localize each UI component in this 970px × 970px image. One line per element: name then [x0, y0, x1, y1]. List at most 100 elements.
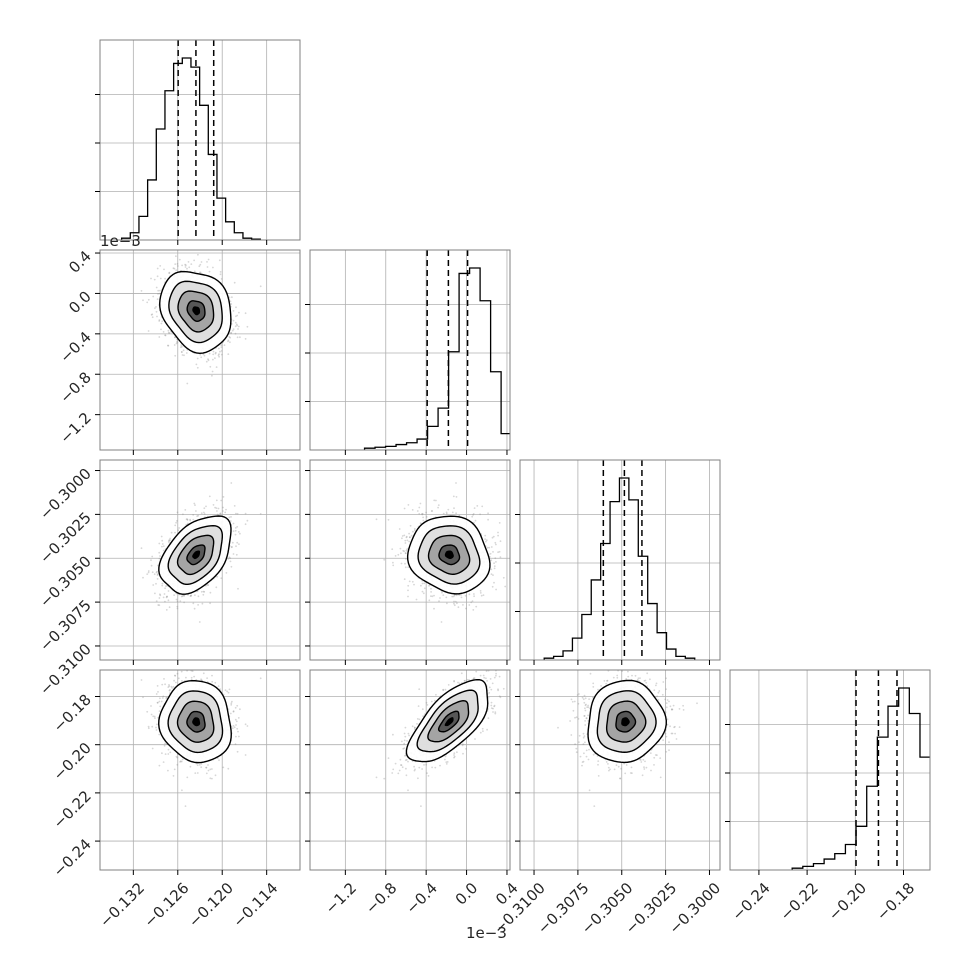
scatter-point: [153, 278, 156, 281]
panel-content: [100, 460, 300, 660]
scatter-point: [437, 504, 440, 506]
scatter-point: [453, 602, 455, 605]
scatter-point: [174, 674, 176, 677]
scatter-point: [162, 545, 165, 547]
scatter-point: [229, 520, 232, 522]
scatter-point: [229, 336, 232, 339]
scatter-point: [165, 585, 167, 587]
scatter-point: [235, 315, 237, 318]
scatter-point: [182, 513, 184, 516]
scatter-point: [146, 710, 149, 713]
scatter-point: [468, 604, 471, 606]
scatter-point: [231, 546, 233, 548]
scatter-point: [237, 328, 239, 330]
scatter-point: [161, 539, 164, 542]
scatter-point: [232, 328, 235, 330]
scatter-point: [404, 542, 407, 544]
scatter-point: [215, 499, 218, 502]
scatter-point: [181, 595, 184, 598]
scatter-point: [195, 510, 197, 512]
scatter-point: [185, 518, 188, 520]
scatter-point: [167, 540, 170, 542]
scatter-point: [218, 259, 221, 262]
panel-2-1: [305, 459, 511, 665]
scatter-point: [487, 512, 489, 515]
contour-line-1: [176, 534, 215, 576]
scatter-point: [209, 591, 212, 594]
scatter-point: [441, 591, 443, 594]
scatter-point: [406, 539, 409, 542]
scatter-point: [151, 571, 154, 574]
scatter-point: [433, 607, 435, 610]
scatter-point: [430, 595, 432, 597]
scatter-point: [430, 591, 432, 593]
scatter-point: [387, 518, 390, 521]
scatter-point: [216, 513, 219, 516]
scatter-point: [176, 511, 179, 514]
scatter-point: [184, 509, 187, 511]
scatter-point: [493, 581, 495, 584]
scatter-point: [244, 512, 247, 515]
scatter-point: [197, 604, 200, 606]
panel-0-0: [95, 39, 301, 245]
scatter-point: [177, 529, 180, 532]
scatter-point: [227, 691, 230, 694]
scatter-point: [187, 522, 189, 525]
scatter-point: [218, 353, 220, 356]
scatter-point: [162, 549, 165, 552]
scatter-point: [186, 518, 189, 521]
scatter-point: [487, 518, 489, 521]
scatter-point: [207, 258, 210, 261]
scatter-point: [189, 519, 192, 522]
scatter-point: [234, 527, 237, 529]
scatter-point: [193, 270, 196, 273]
scatter-point: [442, 512, 445, 515]
scatter-point: [211, 674, 213, 677]
y-tick-label: −0.8: [56, 368, 94, 406]
scatter-point: [154, 592, 156, 595]
scatter-point: [156, 685, 159, 687]
scatter-point: [150, 314, 153, 316]
scatter-point: [206, 261, 208, 263]
contour-line-0: [186, 300, 206, 322]
scatter-point: [219, 513, 222, 515]
scatter-point: [175, 681, 177, 684]
scatter-point: [167, 590, 170, 592]
scatter-point: [185, 676, 187, 679]
scatter-point: [172, 267, 175, 270]
scatter-point: [163, 744, 166, 747]
scatter-point: [156, 298, 159, 301]
scatter-point: [207, 359, 210, 362]
scatter-point: [158, 604, 161, 607]
scatter-point: [153, 573, 156, 576]
scatter-point: [490, 573, 493, 576]
scatter-point: [480, 594, 483, 597]
scatter-point: [383, 558, 386, 561]
scatter-point: [394, 555, 397, 557]
scatter-point: [471, 515, 474, 518]
scatter-point: [445, 596, 448, 599]
scatter-point: [183, 601, 186, 604]
scatter-point: [435, 499, 437, 502]
scatter-point: [181, 354, 184, 356]
scatter-point: [495, 588, 497, 591]
scatter-point: [158, 597, 161, 599]
scatter-point: [220, 344, 223, 347]
scatter-point: [160, 322, 163, 325]
scatter-point: [468, 593, 471, 596]
scatter-point: [401, 535, 404, 537]
scatter-point: [470, 601, 473, 604]
scatter-point: [236, 512, 239, 515]
scatter-point: [200, 512, 203, 515]
scatter-point: [168, 606, 171, 609]
scatter-point: [140, 547, 143, 550]
scatter-point: [235, 306, 237, 309]
scatter-point: [398, 528, 401, 530]
scatter-point: [229, 557, 232, 560]
scatter-point: [193, 502, 196, 505]
scatter-point: [402, 549, 405, 552]
scatter-point: [479, 590, 482, 592]
scatter-point: [215, 507, 218, 509]
scatter-point: [485, 540, 487, 543]
scatter-point: [175, 342, 178, 345]
